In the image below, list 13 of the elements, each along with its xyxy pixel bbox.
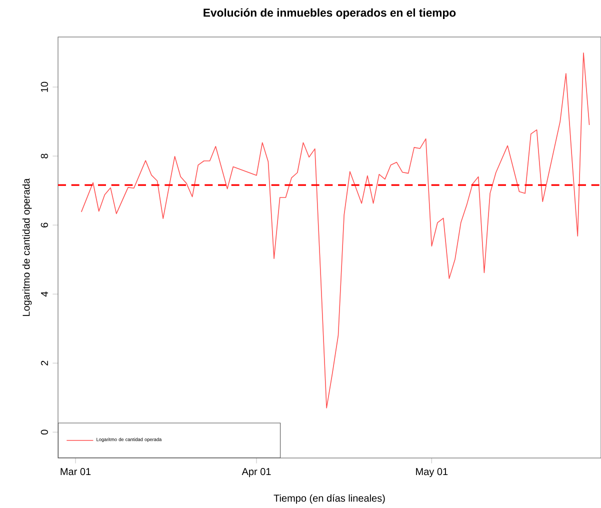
y-tick-label: 0 — [40, 430, 48, 434]
x-tick-label: May 01 — [416, 468, 448, 478]
x-tick-label: Mar 01 — [60, 468, 91, 476]
y-tick-label: 6 — [40, 222, 48, 228]
y-tick-label: 2 — [40, 360, 48, 366]
line-series — [80, 52, 590, 408]
x-tick-label: Apr 01 — [242, 468, 271, 478]
chart-title: Evolución de inmuebles operados en el tiempo — [204, 8, 456, 19]
y-tick-label: 4 — [41, 292, 48, 297]
y-tick-label: 10 — [40, 82, 48, 92]
x-axis-title: Tiempo (en días lineales) — [274, 494, 385, 504]
y-axis-title: Logaritmo de cantidad operada — [22, 178, 32, 316]
y-tick-label: 8 — [40, 154, 48, 158]
